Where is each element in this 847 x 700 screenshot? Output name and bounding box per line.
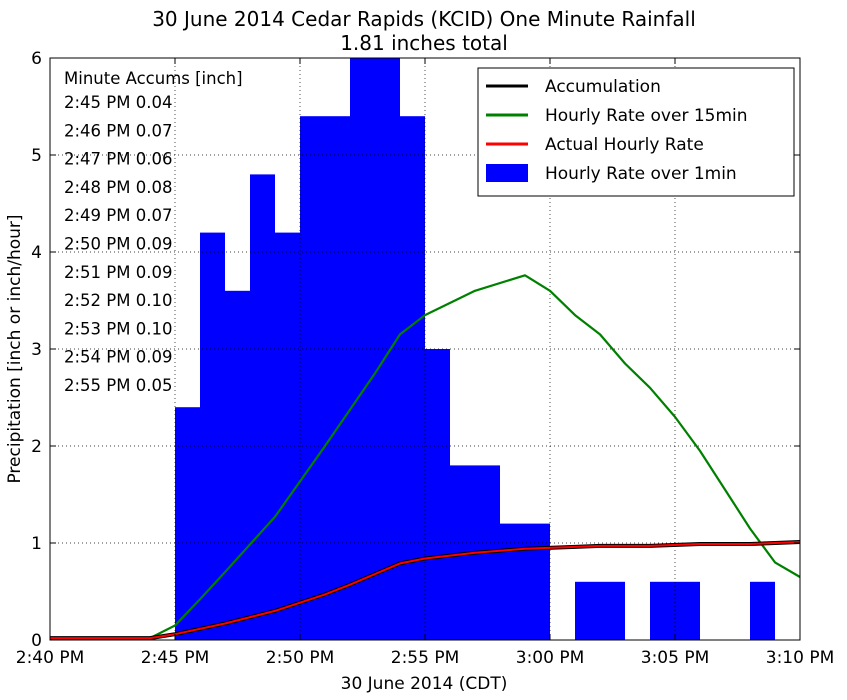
chart-title: 30 June 2014 Cedar Rapids (KCID) One Min…: [152, 7, 696, 31]
y-tick-label-2: 2: [31, 437, 42, 457]
bar-0: [175, 407, 200, 640]
bar-3: [250, 174, 275, 640]
lines-layer: [50, 274, 801, 641]
y-tick-label-1: 1: [31, 534, 42, 554]
y-tick-label-3: 3: [31, 340, 42, 360]
y-tick-label-0: 0: [31, 631, 42, 651]
legend-box: [477, 67, 795, 197]
x-axis-label: 30 June 2014 (CDT): [341, 674, 508, 694]
plot-area: 2:40 PM 2:45 PM 2:50 PM 2:55 PM 3:00 PM 3:05 …: [16, 49, 835, 668]
annotation-line-10: 2:55 PM 0.05: [64, 376, 172, 395]
annotation-line-9: 2:54 PM 0.09: [64, 348, 172, 367]
x-tick-label-0: 2:40 PM: [16, 648, 85, 668]
bar-9: [400, 116, 425, 640]
bar-18: [675, 581, 700, 640]
bar-19: [750, 581, 775, 640]
bar-4: [275, 232, 300, 640]
bar-8: [375, 58, 400, 640]
legend-label-2: Actual Hourly Rate: [545, 135, 704, 155]
annotation-line-7: 2:52 PM 0.10: [64, 291, 172, 310]
x-tick-label-5: 3:05 PM: [641, 648, 710, 668]
bar-5: [300, 116, 325, 640]
chart-subtitle: 1.81 inches total: [340, 31, 508, 55]
annotation-line-8: 2:53 PM 0.10: [64, 319, 172, 338]
x-tick-label-1: 2:45 PM: [141, 648, 210, 668]
annotation-line-5: 2:50 PM 0.09: [64, 235, 172, 254]
bar-16: [600, 581, 625, 640]
bar-13: [500, 523, 525, 640]
y-axis-label: Precipitation [inch or inch/hour]: [5, 214, 25, 483]
bar-1: [200, 232, 225, 640]
legend-swatch-3: [486, 164, 528, 182]
annotation-line-1: 2:46 PM 0.07: [64, 121, 172, 140]
series-hourly-rate-over-15min: [50, 274, 801, 640]
annotation-line-0: 2:45 PM 0.04: [64, 93, 172, 112]
legend: Accumulation Hourly Rate over 15min Actual…: [477, 67, 795, 197]
annotation-line-3: 2:48 PM 0.08: [64, 178, 172, 197]
bar-14: [525, 523, 550, 640]
minute-accums-annotation: Minute Accums [inch] 2:45 PM 0.04 2:46 PM …: [64, 69, 243, 395]
bar-15: [575, 581, 600, 640]
annotation-line-2: 2:47 PM 0.06: [64, 150, 172, 169]
y-tick-label-4: 4: [31, 243, 42, 263]
legend-label-0: Accumulation: [545, 77, 661, 97]
series-actual-hourly-rate: [50, 541, 801, 640]
legend-label-3: Hourly Rate over 1min: [545, 164, 737, 184]
bar-10: [425, 349, 450, 640]
ticks-layer: 2:40 PM 2:45 PM 2:50 PM 2:55 PM 3:00 PM 3:05 …: [16, 49, 835, 668]
annotation-title: Minute Accums [inch]: [64, 69, 243, 88]
bar-2: [225, 290, 250, 640]
annotation-line-6: 2:51 PM 0.09: [64, 263, 172, 282]
bar-6: [325, 116, 350, 640]
bar-17: [650, 581, 675, 640]
y-tick-label-5: 5: [31, 146, 42, 166]
x-tick-label-6: 3:10 PM: [766, 648, 835, 668]
y-tick-label-6: 6: [31, 49, 42, 69]
legend-label-1: Hourly Rate over 15min: [545, 106, 748, 126]
annotation-line-4: 2:49 PM 0.07: [64, 206, 172, 225]
x-tick-label-3: 2:55 PM: [391, 648, 460, 668]
x-tick-label-4: 3:00 PM: [516, 648, 585, 668]
x-tick-label-2: 2:50 PM: [266, 648, 335, 668]
